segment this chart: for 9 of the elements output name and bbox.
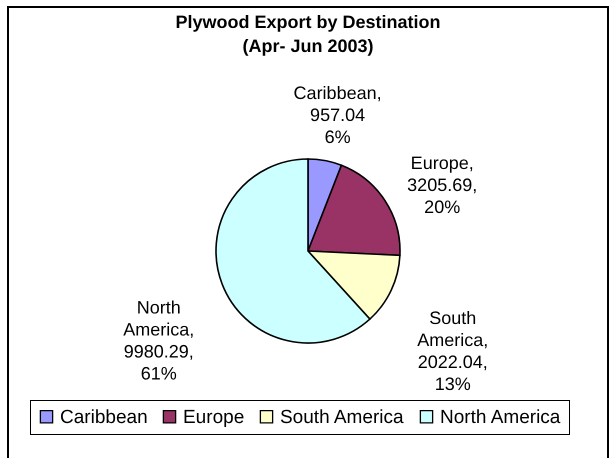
data-label: South America, 2022.04, 13%: [417, 308, 488, 394]
legend-label: North America: [440, 406, 561, 428]
data-label: Caribbean, 957.04 6%: [294, 82, 382, 147]
data-label: Europe, 3205.69, 20%: [407, 152, 478, 217]
legend-label: South America: [280, 406, 404, 428]
legend-label: Caribbean: [60, 406, 148, 428]
chart-title: Plywood Export by Destination (Apr- Jun 2003): [175, 12, 441, 56]
legend-label: Europe: [183, 406, 244, 428]
data-label: North America, 9980.29, 61%: [123, 298, 194, 384]
